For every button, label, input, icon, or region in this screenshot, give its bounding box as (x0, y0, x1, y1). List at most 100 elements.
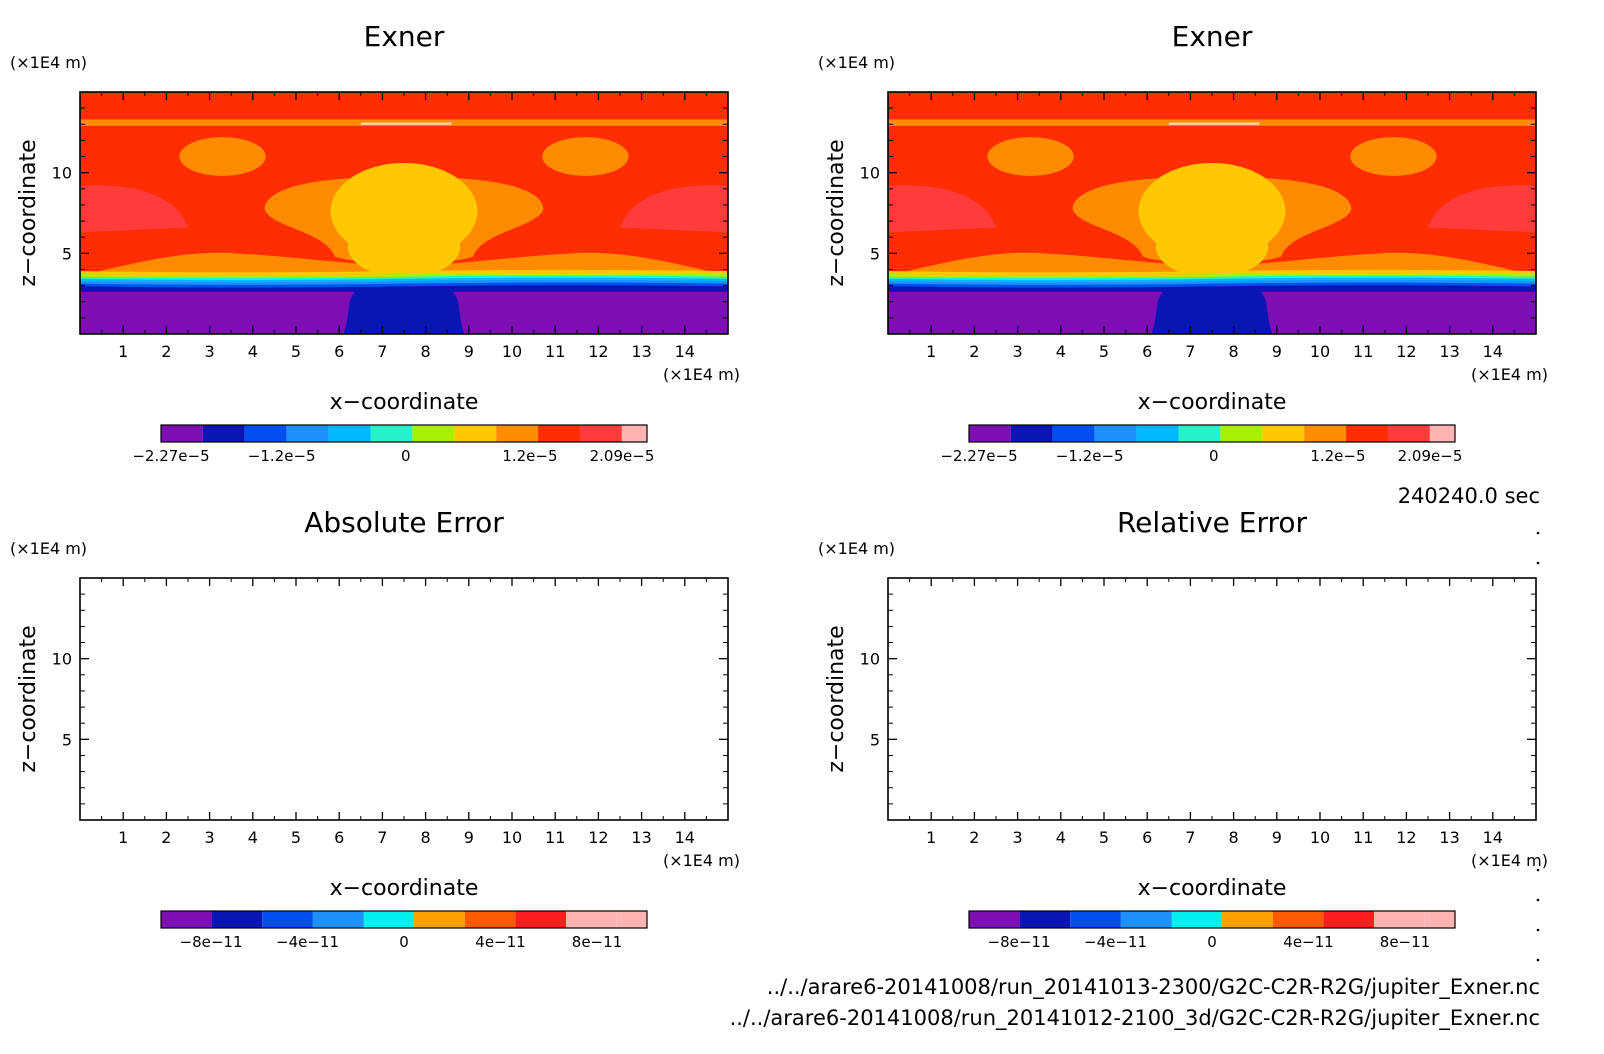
x-axis-label: x−coordinate (1138, 390, 1287, 415)
x-tick-label: 2 (969, 828, 979, 847)
field (888, 92, 1536, 334)
y-tick-label: 5 (870, 244, 880, 263)
file-path-2: ../../arare6-20141008/run_20141012-2100_… (730, 1006, 1540, 1031)
colorbar-tick-label: −4e−11 (276, 933, 339, 951)
x-axis-label: x−coordinate (330, 876, 479, 901)
file-path-1: ../../arare6-20141008/run_20141013-2300/… (767, 975, 1540, 1000)
colorbar-frame (968, 424, 1456, 443)
colorbar-segment (616, 911, 647, 928)
x-tick-label: 1 (926, 828, 936, 847)
plot-frame (887, 577, 1537, 821)
field-orange-upper-right (1350, 137, 1437, 176)
x-tick-label: 13 (1439, 828, 1459, 847)
y-tick-label: 10 (52, 164, 72, 183)
x-unit-label: (×1E4 m) (663, 365, 740, 384)
field-central-dome (343, 287, 465, 334)
colorbar-tick-label: 8e−11 (572, 933, 622, 951)
field-lobe-right (620, 185, 728, 233)
x-tick-label: 9 (1272, 828, 1282, 847)
field (80, 92, 728, 334)
colorbar-tick-label: 1.2e−5 (502, 447, 557, 465)
x-tick-label: 1 (118, 342, 128, 361)
colorbar-tick-label: −1.2e−5 (1056, 447, 1124, 465)
colorbar-segment (1010, 425, 1053, 442)
colorbar-segment (969, 911, 1020, 928)
x-tick-label: 6 (334, 828, 344, 847)
y-unit-label: (×1E4 m) (10, 539, 87, 558)
colorbar: −2.27e−5 −1.2e−5 0 1.2e−5 2.09e−5 (940, 424, 1463, 465)
colorbar-segment (363, 911, 415, 928)
field-top-streak (1168, 122, 1260, 125)
colorbar-segment (161, 425, 203, 442)
x-tick-label: 12 (1396, 342, 1416, 361)
x-tick-label: 14 (1483, 342, 1503, 361)
colorbar-segment (1171, 911, 1223, 928)
colorbar-segment (969, 425, 1011, 442)
field-central-dome (1151, 287, 1273, 334)
colorbar-segment (464, 911, 516, 928)
colorbar: −2.27e−5 −1.2e−5 0 1.2e−5 2.09e−5 (132, 424, 654, 465)
colorbar-segment (454, 425, 497, 442)
colorbar-tick-label: −2.27e−5 (132, 447, 209, 465)
field-orange-upper-right (542, 137, 629, 176)
x-tick-label: 6 (334, 342, 344, 361)
colorbar-segment (1374, 911, 1425, 928)
field-orange-upper-left (179, 137, 266, 176)
colorbar-segment (1136, 425, 1179, 442)
x-tick-label: 12 (588, 828, 608, 847)
y-tick-label: 10 (860, 650, 880, 669)
colorbar-segment (286, 425, 329, 442)
colorbar-tick-label: −8e−11 (988, 933, 1051, 951)
plot-frame (79, 577, 729, 821)
y-axis-label: z−coordinate (824, 625, 849, 772)
x-tick-label: 8 (1229, 342, 1239, 361)
x-tick-label: 7 (377, 342, 387, 361)
field-yellow-core-lower (347, 216, 461, 278)
x-tick-label: 9 (464, 828, 474, 847)
colorbar-segment (370, 425, 413, 442)
colorbar-segment (1429, 425, 1455, 442)
colorbar-tick-label: 2.09e−5 (1398, 447, 1463, 465)
colorbar-segment (161, 911, 212, 928)
colorbar-segment (1424, 911, 1455, 928)
x-tick-label: 3 (1013, 342, 1023, 361)
x-tick-label: 5 (1099, 828, 1109, 847)
field-orange-upper-left (987, 137, 1074, 176)
x-tick-label: 6 (1142, 342, 1152, 361)
chart-title: Exner (1172, 20, 1253, 53)
x-tick-label: 8 (421, 828, 431, 847)
colorbar-segment (1070, 911, 1121, 928)
x-axis-label: x−coordinate (1138, 876, 1287, 901)
x-tick-label: 4 (1056, 342, 1066, 361)
x-tick-label: 11 (545, 342, 565, 361)
colorbar-segment (202, 425, 245, 442)
colorbar-frame (160, 424, 648, 443)
x-tick-label: 3 (1013, 828, 1023, 847)
colorbar-tick-label: −2.27e−5 (940, 447, 1017, 465)
x-tick-label: 10 (502, 342, 522, 361)
y-tick-label: 10 (860, 164, 880, 183)
x-tick-label: 7 (1185, 342, 1195, 361)
colorbar-segment (1220, 425, 1263, 442)
colorbar-frame (160, 910, 648, 929)
x-tick-label: 3 (205, 342, 215, 361)
y-unit-label: (×1E4 m) (818, 53, 895, 72)
x-tick-label: 4 (248, 342, 258, 361)
y-unit-label: (×1E4 m) (818, 539, 895, 558)
colorbar-tick-label: 0 (401, 447, 411, 465)
y-tick-label: 5 (870, 730, 880, 749)
x-tick-label: 10 (1310, 342, 1330, 361)
colorbar-segment (262, 911, 313, 928)
colorbar-tick-label: −8e−11 (180, 933, 243, 951)
x-tick-label: 12 (588, 342, 608, 361)
colorbar-tick-label: 0 (1209, 447, 1219, 465)
colorbar-segment (1346, 425, 1388, 442)
y-axis-label: z−coordinate (824, 139, 849, 286)
x-tick-label: 14 (675, 828, 695, 847)
